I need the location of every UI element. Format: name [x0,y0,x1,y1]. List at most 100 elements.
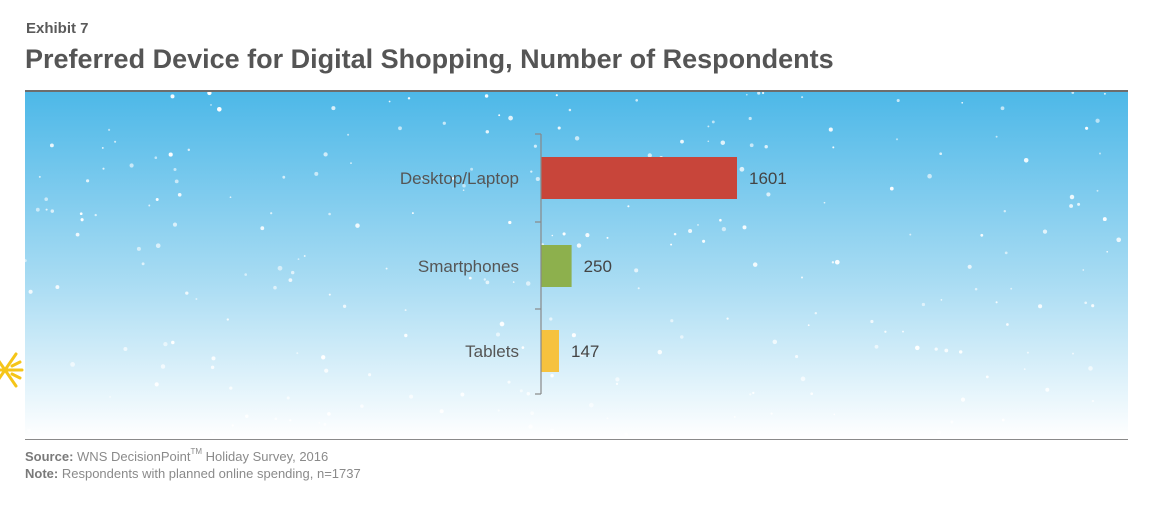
sky-background [25,92,1128,438]
snow-dot [109,395,112,398]
exhibit-label: Exhibit 7 [26,20,89,37]
category-label: Desktop/Laptop [400,169,519,188]
snow-dot [1045,387,1050,392]
snow-dot [832,146,835,149]
snow-dot [800,376,806,382]
snow-dot [606,236,609,239]
snow-dot [528,424,533,429]
snow-dot [1085,126,1089,130]
snow-dot [940,299,943,301]
snow-dot [75,232,80,237]
snow-dot [884,330,887,333]
snow-dot [348,436,351,438]
snow-dot [421,177,424,180]
snow-dot [141,262,145,266]
snow-dot [462,183,466,188]
snow-dot [314,171,319,176]
snow-dot [742,225,747,230]
snow-dots [25,92,1122,438]
snow-dot [944,348,949,353]
snow-dot [210,103,212,106]
category-label: Tablets [465,342,519,361]
snow-dot [757,92,761,95]
snow-dot [585,233,590,238]
snow-dot [1088,366,1093,371]
snow-dot [833,413,836,416]
snow-dot [462,189,465,191]
snow-dot [960,397,966,402]
snow-dot [726,317,729,320]
snow-dot [1084,301,1088,305]
snow-dot [331,106,336,111]
snow-dot [398,126,402,131]
snow-dot [1095,118,1100,123]
snow-dot [1069,204,1074,208]
snow-dot [102,167,105,170]
snow-dot [260,226,265,231]
snow-dot [217,107,222,112]
snow-dot [634,268,639,273]
trademark-mark: TM [190,447,203,456]
data-label: 147 [571,342,599,361]
snow-dot [580,352,584,357]
snow-dot [324,368,329,373]
snow-dot [94,213,97,217]
note-label: Note: [25,466,59,481]
source-text: WNS DecisionPoint [77,449,191,464]
source-footnote: Source: WNS DecisionPointTM Holiday Surv… [25,447,328,464]
snow-dot [624,432,629,437]
snow-dot [173,167,177,172]
bar-chart: Desktop/Laptop 1601 Smartphones 250 Tablets 1… [25,92,1128,438]
snow-dot [937,430,942,435]
snow-dot [27,428,31,433]
snow-dot [207,92,212,96]
snow-dot [101,146,104,149]
snow-dot [1000,106,1005,111]
snow-dot [409,394,414,399]
data-label: 250 [584,257,612,276]
snow-dot [1091,399,1095,403]
snow-dot [468,276,472,280]
bars-group [541,157,737,372]
snow-dot [739,166,745,172]
snow-dot [25,259,27,263]
snow-dot [1004,251,1008,255]
snow-dot [934,347,938,351]
snow-dot [562,232,566,236]
snowflake-icon [0,340,24,400]
snow-dot [921,302,926,307]
snow-dot [460,392,465,397]
snow-dot [484,94,489,98]
snow-dot [512,266,515,269]
snow-dot [588,402,594,408]
snow-dot [385,267,388,270]
snow-dot [688,228,693,234]
snow-dot [80,218,84,222]
snow-dot [980,233,984,237]
snow-dot [795,355,799,359]
snow-dot [286,396,290,400]
snow-dot [958,350,963,354]
snow-dot [45,208,48,211]
snow-dot [1082,269,1085,271]
snow-dot [321,355,326,360]
snow-dot [499,321,505,327]
snow-dot [49,143,54,148]
snow-dot [498,114,501,117]
footnote-rule [25,439,1128,440]
snow-dot [889,186,894,191]
snow-dot [318,422,321,424]
snow-dot [1023,368,1026,371]
snow-dot [211,431,215,435]
snow-dot [1023,158,1029,163]
snow-dot [290,270,295,275]
snow-dot [657,349,663,355]
snow-dot [828,127,833,132]
snow-dot [35,207,40,212]
snow-dot [231,424,234,427]
snow-dot [697,223,699,226]
snow-dot [801,276,803,279]
snow-dot [50,209,55,213]
snow-dot [711,120,715,124]
snow-dot [163,341,168,347]
